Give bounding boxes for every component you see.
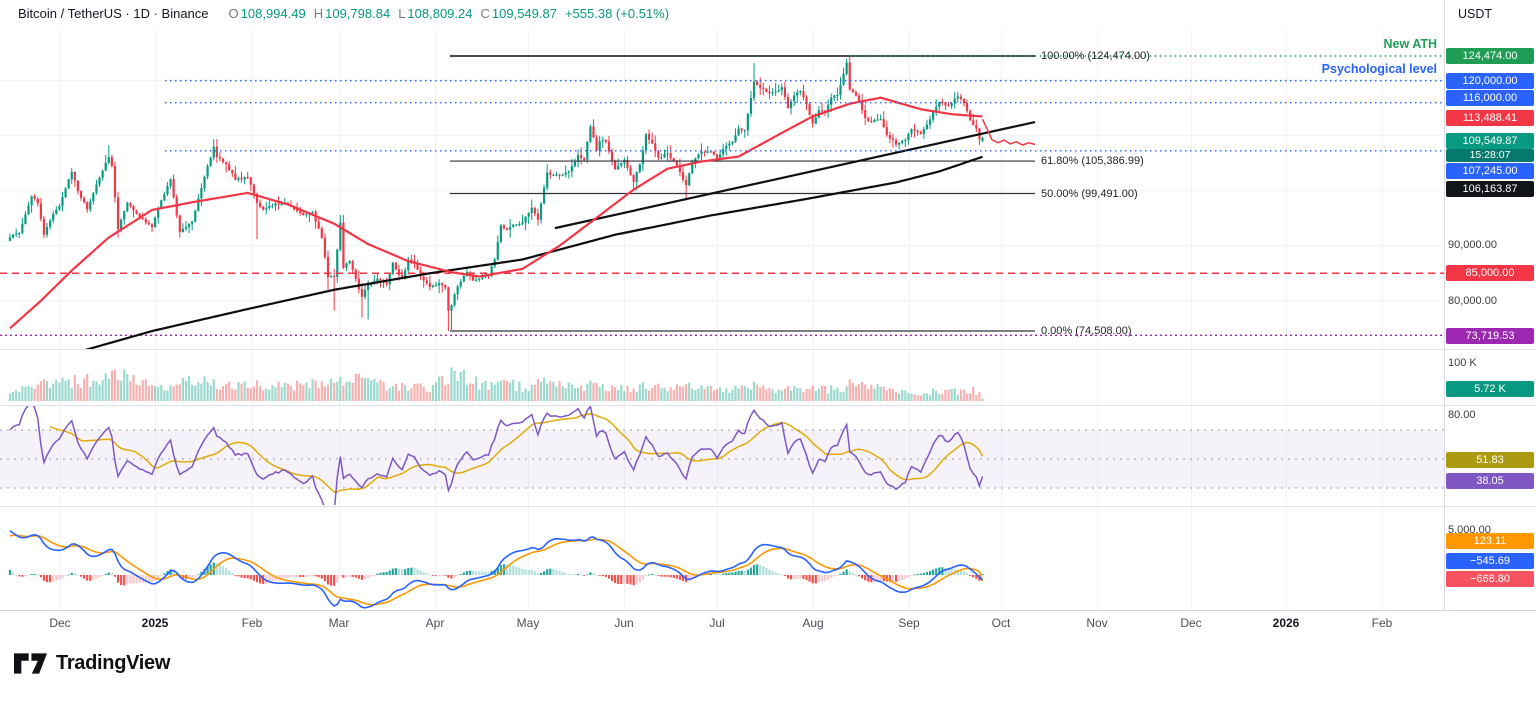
- price-axis[interactable]: [1444, 0, 1445, 611]
- ohlc-label-L: L: [398, 6, 406, 21]
- time-axis-tick: Jul: [709, 616, 725, 630]
- ohlc-label-H: H: [313, 6, 324, 21]
- fib-level-label: 61.80% (105,386.99): [1041, 155, 1144, 168]
- ohlc-label-O: O: [228, 6, 239, 21]
- tradingview-logo[interactable]: TradingView: [14, 652, 170, 675]
- psych-level-116k-label[interactable]: 116,000.00: [1446, 90, 1534, 106]
- price-pane: [0, 55, 1444, 350]
- psych-level-120k-label[interactable]: 120,000.00: [1446, 73, 1534, 89]
- last-price-label[interactable]: 109,549.87: [1446, 133, 1534, 149]
- time-axis-tick: 2025: [141, 616, 169, 630]
- time-axis-tick: Mar: [328, 616, 350, 630]
- time-axis-tick: May: [516, 616, 540, 630]
- time-axis-tick: Jun: [614, 616, 634, 630]
- time-axis-tick: Aug: [802, 616, 824, 630]
- time-axis-tick: Feb: [1371, 616, 1393, 630]
- time-axis-tick: Feb: [241, 616, 263, 630]
- rsi-axis-80-label: 80.00: [1448, 409, 1476, 421]
- bar-close-countdown: 15:28:07: [1446, 149, 1534, 162]
- time-axis-tick: Dec: [1180, 616, 1202, 630]
- fib-level-label: 100.00% (124,474.00): [1041, 50, 1150, 62]
- price-axis-90k-label: 90,000.00: [1448, 239, 1497, 251]
- ma-slow-value-label[interactable]: 106,163.87: [1446, 181, 1534, 197]
- time-axis-tick: Oct: [991, 616, 1011, 630]
- time-axis-tick: Sep: [898, 616, 920, 630]
- psychological-level-annotation: Psychological level: [1321, 62, 1437, 76]
- ath-price-label[interactable]: 124,474.00: [1446, 48, 1534, 64]
- tradingview-mark-icon: [14, 653, 47, 674]
- macd-value-label[interactable]: −545.69: [1446, 553, 1534, 569]
- ohlc-value-C: 109,549.87: [491, 6, 557, 21]
- psych-level-107k-label[interactable]: 107,245.00: [1446, 163, 1534, 179]
- time-axis-tick: Dec: [49, 616, 71, 630]
- rsi-pane: [0, 406, 1444, 505]
- time-axis-tick: Nov: [1086, 616, 1108, 630]
- volume-axis-100k-label: 100 K: [1448, 357, 1477, 369]
- rsi-ma-value-label[interactable]: 51.83: [1446, 452, 1534, 468]
- macd-pane: [8, 530, 984, 609]
- tradingview-wordmark: TradingView: [56, 652, 171, 674]
- volume-value-label[interactable]: 5.72 K: [1446, 381, 1534, 397]
- ohlc-value-H: 109,798.84: [325, 6, 391, 21]
- chart-header: Bitcoin / TetherUS · 1D · Binance O 108,9…: [18, 6, 669, 21]
- macd-signal-value-label[interactable]: −668.80: [1446, 571, 1534, 587]
- volume-pane: [8, 367, 984, 401]
- ma-fast-value-label[interactable]: 113,488.41: [1446, 110, 1534, 126]
- fib-level-label: 50.00% (99,491.00): [1041, 187, 1138, 200]
- new-ath-annotation: New ATH: [1383, 37, 1437, 51]
- time-axis-tick: 2026: [1272, 616, 1300, 630]
- ohlc-value-O: 108,994.49: [240, 6, 306, 21]
- symbol-title[interactable]: Bitcoin / TetherUS · 1D · Binance: [18, 6, 209, 21]
- ohlc-label-C: C: [480, 6, 490, 21]
- fib-level-label: 0.00% (74,508.00): [1041, 325, 1132, 337]
- time-axis-tick: Apr: [425, 616, 445, 630]
- support-level-label[interactable]: 73,719.53: [1446, 328, 1534, 344]
- ohlc-value-L: 108,809.24: [407, 6, 473, 21]
- ohlc-values: O 108,994.49 H 109,798.84 L 108,809.24 C 109,54…: [221, 6, 557, 21]
- alert-85k-label[interactable]: 85,000.00: [1446, 265, 1534, 281]
- macd-hist-value-label[interactable]: 123.11: [1446, 533, 1534, 549]
- price-change: +555.38 (+0.51%): [564, 6, 670, 21]
- currency-toggle[interactable]: USDT: [1458, 7, 1493, 21]
- price-axis-80k-label: 80,000.00: [1448, 295, 1497, 307]
- rsi-value-label[interactable]: 38.05: [1446, 473, 1534, 489]
